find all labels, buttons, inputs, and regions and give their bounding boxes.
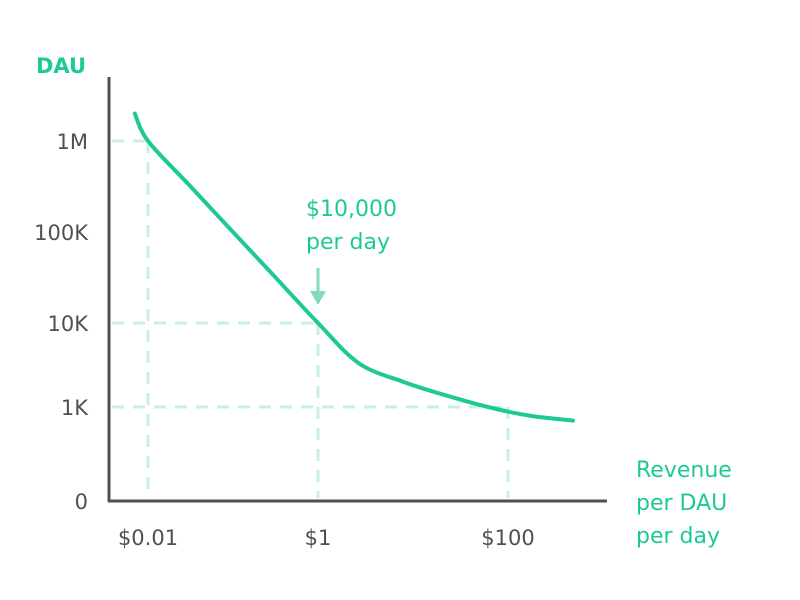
x-axis-title-line: per day xyxy=(636,524,720,549)
x-axis-title-line: per DAU xyxy=(636,491,727,516)
y-tick-label: 100K xyxy=(34,221,89,245)
annotation-line: per day xyxy=(306,230,390,255)
x-tick-labels: $0.01 $1 $100 xyxy=(118,526,535,550)
y-tick-label: 1M xyxy=(57,130,88,154)
demand-curve xyxy=(132,111,575,423)
guide-lines xyxy=(112,139,510,498)
y-tick-labels: 0 1K 10K 100K 1M xyxy=(34,130,89,514)
y-tick-label: 10K xyxy=(48,312,90,336)
y-tick-label: 1K xyxy=(61,396,89,420)
x-tick-label: $0.01 xyxy=(118,526,178,550)
annotation-arrow-head xyxy=(310,291,326,305)
y-axis-title: DAU xyxy=(36,54,86,78)
x-tick-label: $1 xyxy=(305,526,332,550)
x-axis-title: Revenue per DAU per day xyxy=(636,458,732,549)
x-axis-title-line: Revenue xyxy=(636,458,732,483)
y-tick-label: 0 xyxy=(75,490,88,514)
annotation-line: $10,000 xyxy=(306,197,397,222)
annotation-arrow xyxy=(310,268,326,305)
annotation: $10,000 per day xyxy=(306,197,397,255)
x-tick-label: $100 xyxy=(481,526,534,550)
